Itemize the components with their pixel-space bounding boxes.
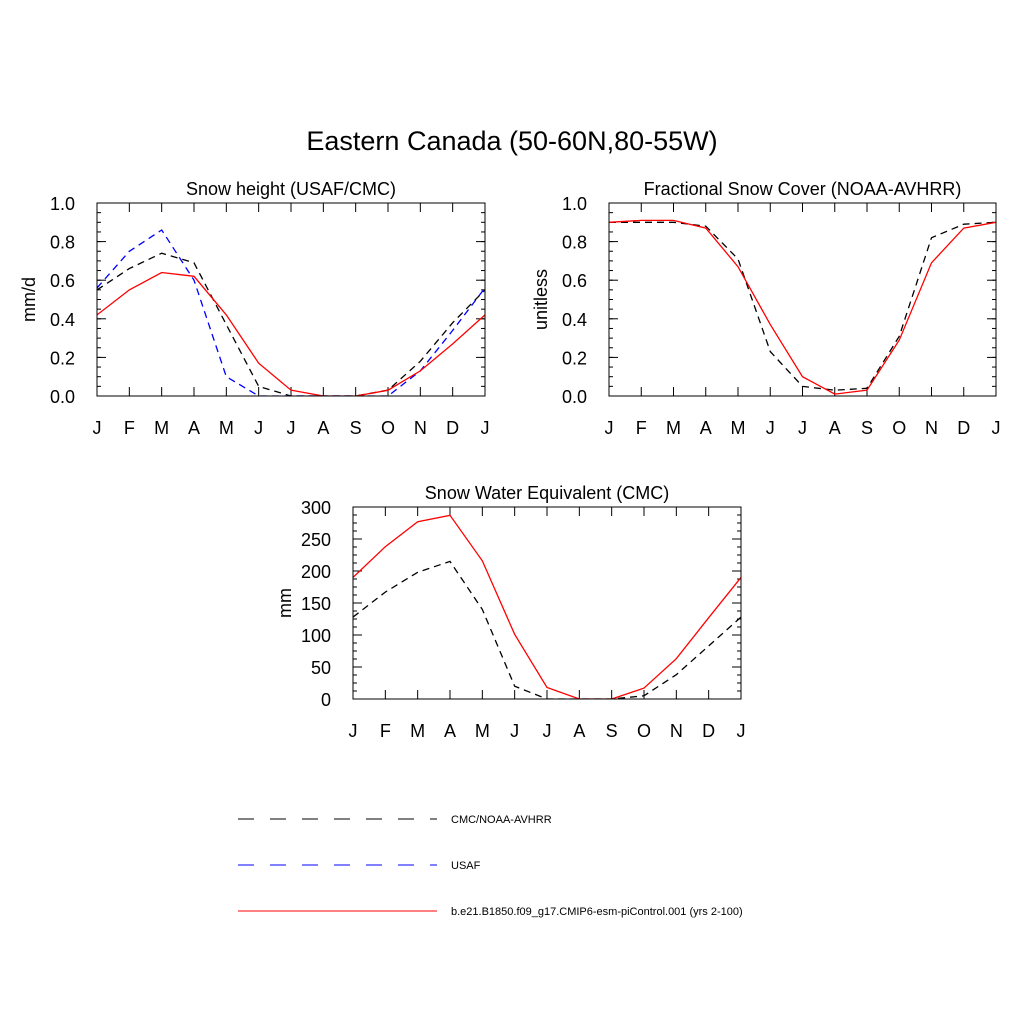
series-line-3 [97,271,485,396]
legend-label: b.e21.B1850.f09_g17.CMIP6-esm-piControl.… [451,906,743,918]
x-tick-label: M [154,418,169,438]
plot-frame [608,202,997,397]
y-axis-label: mm [275,588,295,618]
x-tick-label: M [410,721,425,741]
x-tick-label: A [700,418,712,438]
x-tick-label: A [444,721,456,741]
chart-panel-3: Snow Water Equivalent (CMC) mm 0 50 100 150 20… [275,483,746,741]
y-tick-label: 1.0 [562,194,587,214]
y-axis-label: unitless [531,269,551,330]
x-tick-label: J [766,418,775,438]
figure-title: Eastern Canada (50-60N,80-55W) [306,126,717,156]
y-tick-label: 100 [301,626,331,646]
y-tick-label: 50 [311,658,331,678]
series-line-2 [609,219,996,395]
series-line-2 [353,514,741,699]
x-tick-label: A [829,418,841,438]
legend-item-2: USAF [238,860,481,872]
legend-item-1: CMC/NOAA-AVHRR [238,814,552,826]
y-axis-label: mm/d [19,277,39,322]
x-tick-label: O [381,418,395,438]
panels: Snow height (USAF/CMC) mm/d 0.0 0.2 0.4 0.6 0.… [19,179,1001,741]
x-tick-label: O [892,418,906,438]
y-tick-label: 0.4 [562,310,587,330]
x-tick-label: J [254,418,263,438]
y-tick-label: 1.0 [50,194,75,214]
plot-frame [352,506,742,700]
legend-label: USAF [451,860,481,872]
y-tick-label: 0.4 [50,310,75,330]
x-tick-label: S [350,418,362,438]
x-tick-label: J [349,721,358,741]
series-line-2 [97,229,485,396]
x-tick-label: N [925,418,938,438]
x-tick-label: F [636,418,647,438]
y-tick-label: 0.8 [562,233,587,253]
y-tick-label: 0.6 [50,271,75,291]
x-tick-label: J [798,418,807,438]
x-tick-label: J [543,721,552,741]
x-tick-label: S [606,721,618,741]
x-tick-label: M [219,418,234,438]
y-tick-label: 0.6 [562,271,587,291]
series-line-1 [609,221,996,391]
y-tick-label: 150 [301,594,331,614]
legend: CMC/NOAA-AVHRR USAF b.e21.B1850.f09_g17.CM… [238,814,743,918]
x-tick-label: F [124,418,135,438]
x-tick-label: F [380,721,391,741]
x-tick-label: J [287,418,296,438]
x-tick-label: N [414,418,427,438]
legend-label: CMC/NOAA-AVHRR [451,814,552,826]
series-group [353,514,741,699]
series-group [97,229,485,396]
y-tick-label: 250 [301,530,331,550]
x-tick-label: J [992,418,1001,438]
chart-title: Fractional Snow Cover (NOAA-AVHRR) [644,179,962,199]
series-group [609,219,996,395]
y-tick-label: 0.8 [50,233,75,253]
x-tick-label: M [731,418,746,438]
plot-frame [96,202,486,397]
x-tick-label: O [637,721,651,741]
x-tick-label: A [188,418,200,438]
series-line-1 [97,252,485,396]
chart-title: Snow Water Equivalent (CMC) [425,483,669,503]
x-tick-label: A [573,721,585,741]
y-tick-label: 0.2 [562,348,587,368]
x-tick-label: J [481,418,490,438]
y-tick-label: 0.0 [50,387,75,407]
x-tick-label: J [605,418,614,438]
y-tick-label: 200 [301,562,331,582]
y-tick-label: 0.2 [50,348,75,368]
chart-panel-1: Snow height (USAF/CMC) mm/d 0.0 0.2 0.4 0.6 0.… [19,179,490,438]
y-tick-label: 0.0 [562,387,587,407]
x-tick-label: J [510,721,519,741]
series-line-1 [353,560,741,699]
x-tick-label: A [317,418,329,438]
chart-title: Snow height (USAF/CMC) [186,179,396,199]
chart-panel-2: Fractional Snow Cover (NOAA-AVHRR) unitle… [531,179,1001,438]
x-tick-label: D [957,418,970,438]
x-tick-label: D [702,721,715,741]
x-tick-label: J [93,418,102,438]
x-tick-label: J [737,721,746,741]
x-tick-label: D [446,418,459,438]
y-tick-label: 300 [301,498,331,518]
legend-item-3: b.e21.B1850.f09_g17.CMIP6-esm-piControl.… [238,906,743,918]
x-tick-label: M [666,418,681,438]
x-tick-label: N [670,721,683,741]
x-tick-label: M [475,721,490,741]
x-tick-label: S [861,418,873,438]
y-tick-label: 0 [321,690,331,710]
